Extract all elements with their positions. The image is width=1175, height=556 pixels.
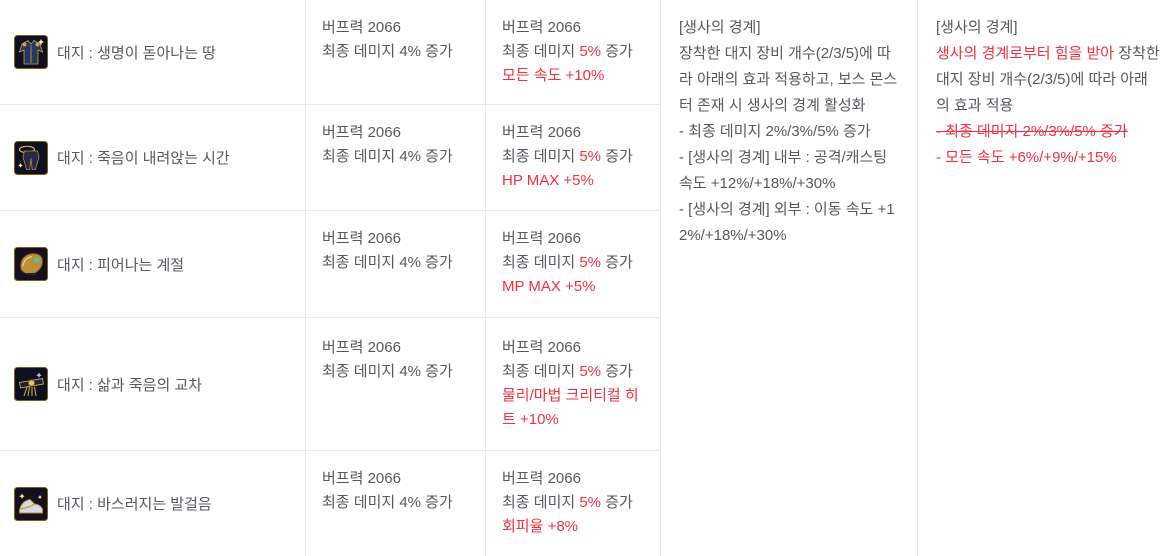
shoes-armor-icon bbox=[14, 486, 48, 521]
text-line: 최종 데미지 5% 증가 bbox=[502, 43, 633, 60]
item-name: 대지 : 피어나는 계절 bbox=[57, 256, 185, 274]
table-row-5-name-cell: 대지 : 바스러지는 발걸음 bbox=[0, 451, 305, 556]
item-name: 대지 : 삶과 죽음의 교차 bbox=[57, 376, 203, 394]
text-line: 버프력 2066 bbox=[322, 124, 401, 141]
text-line: 최종 데미지 4% 증가 bbox=[322, 254, 453, 271]
text-line: 회피율 +8% bbox=[502, 518, 579, 535]
text-line: 최종 데미지 5% 증가 bbox=[502, 148, 633, 165]
text-line: 버프력 2066 bbox=[322, 339, 401, 356]
set-effect-before-cell: [생사의 경계] 장착한 대지 장비 개수(2/3/5)에 따라 아래의 효과 적… bbox=[660, 0, 917, 556]
text-line: 버프력 2066 bbox=[322, 230, 401, 247]
text-line: - [생사의 경계] 외부 : 이동 속도 +12%/+18%/+30% bbox=[679, 201, 895, 244]
stat-before-cell: 버프력 2066 최종 데미지 4% 증가 bbox=[305, 105, 485, 211]
stat-after-cell: 버프력 2066 최종 데미지 5% 증가 HP MAX +5% bbox=[485, 105, 660, 211]
belt-armor-icon bbox=[14, 367, 48, 401]
stat-before-cell: 버프력 2066 최종 데미지 4% 증가 bbox=[305, 451, 485, 556]
text-line: 생사의 경계로부터 힘을 받아 장착한 대지 장비 개수(2/3/5)에 따라 … bbox=[936, 45, 1160, 114]
text-line: [생사의 경계] bbox=[936, 19, 1018, 36]
stat-before-cell: 버프력 2066 최종 데미지 4% 증가 bbox=[305, 0, 485, 105]
text-line: MP MAX +5% bbox=[502, 278, 596, 295]
text-line: 모든 속도 +10% bbox=[502, 67, 605, 84]
text-line: 최종 데미지 5% 증가 bbox=[502, 254, 633, 271]
text-line: 버프력 2066 bbox=[322, 19, 401, 36]
text-line: 버프력 2066 bbox=[502, 124, 581, 141]
item-name: 대지 : 죽음이 내려앉는 시간 bbox=[57, 150, 230, 167]
item-name: 대지 : 바스러지는 발걸음 bbox=[57, 496, 212, 513]
stat-before-cell: 버프력 2066 최종 데미지 4% 증가 bbox=[305, 318, 485, 451]
text-line: - 최종 데미지 2%/3%/5% 증가 bbox=[936, 123, 1128, 140]
text-line: 최종 데미지 4% 증가 bbox=[322, 494, 453, 511]
text-line: 최종 데미지 5% 증가 bbox=[502, 363, 633, 380]
text-line: 최종 데미지 5% 증가 bbox=[502, 494, 633, 511]
text-line: 물리/마법 크리티컬 히트 +10% bbox=[502, 387, 639, 428]
stat-after-cell: 버프력 2066 최종 데미지 5% 증가 MP MAX +5% bbox=[485, 211, 660, 318]
text-line: 최종 데미지 4% 증가 bbox=[322, 148, 453, 165]
shoulder-armor-icon bbox=[14, 247, 48, 281]
table-row-3-name-cell: 대지 : 피어나는 계절 bbox=[0, 211, 305, 318]
set-effect-after-cell: [생사의 경계] 생사의 경계로부터 힘을 받아 장착한 대지 장비 개수(2/3… bbox=[917, 0, 1175, 556]
text-line: 버프력 2066 bbox=[502, 339, 581, 356]
text-line: - 최종 데미지 2%/3%/5% 증가 bbox=[679, 123, 871, 140]
top-armor-icon bbox=[14, 35, 48, 69]
table-row-2-name-cell: 대지 : 죽음이 내려앉는 시간 bbox=[0, 105, 305, 211]
text-line: - 모든 속도 +6%/+9%/+15% bbox=[936, 149, 1117, 166]
item-name: 대지 : 생명이 돋아나는 땅 bbox=[57, 44, 216, 62]
text-line: 버프력 2066 bbox=[502, 470, 581, 487]
text-line: 장착한 대지 장비 개수(2/3/5)에 따라 아래의 효과 적용하고, 보스 … bbox=[679, 45, 898, 114]
table-row-4-name-cell: 대지 : 삶과 죽음의 교차 bbox=[0, 318, 305, 451]
table-row-1-name-cell: 대지 : 생명이 돋아나는 땅 bbox=[0, 0, 305, 105]
text-line: HP MAX +5% bbox=[502, 172, 594, 189]
text-line: 최종 데미지 4% 증가 bbox=[322, 363, 453, 380]
text-line: - [생사의 경계] 내부 : 공격/캐스팅 속도 +12%/+18%/+30% bbox=[679, 149, 888, 192]
text-line: 버프력 2066 bbox=[502, 230, 581, 247]
text-line: 버프력 2066 bbox=[322, 470, 401, 487]
bottom-armor-icon bbox=[14, 140, 48, 175]
stat-before-cell: 버프력 2066 최종 데미지 4% 증가 bbox=[305, 211, 485, 318]
text-line: 버프력 2066 bbox=[502, 19, 581, 36]
text-line: 최종 데미지 4% 증가 bbox=[322, 43, 453, 60]
text-line: [생사의 경계] bbox=[679, 19, 761, 36]
